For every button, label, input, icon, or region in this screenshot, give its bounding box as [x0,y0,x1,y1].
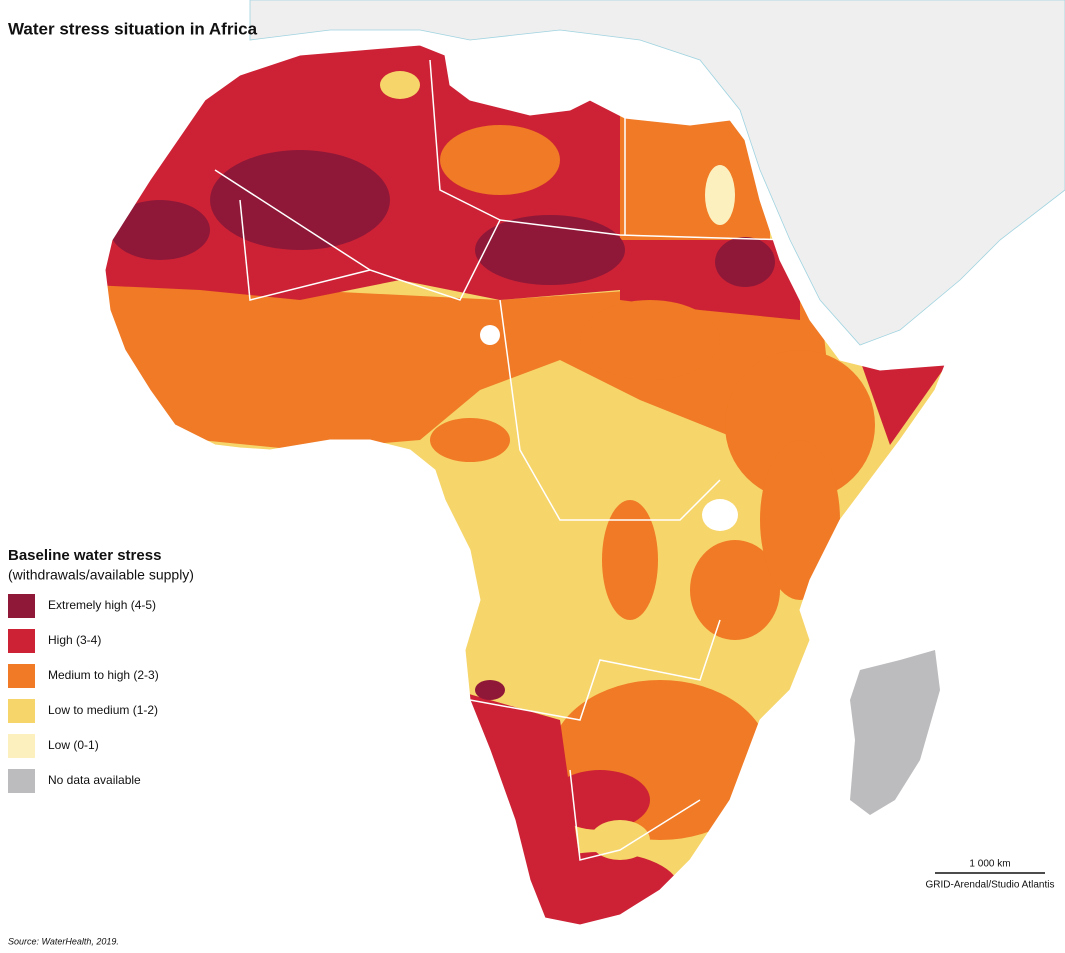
region [380,71,420,99]
legend-title: Baseline water stress [8,547,161,564]
legend-label: Extremely high (4-5) [48,598,156,612]
region [860,360,945,445]
legend: Extremely high (4-5) High (3-4) Medium to … [8,594,159,793]
region [210,150,390,250]
region [550,770,650,830]
region [760,440,840,600]
lake [480,325,500,345]
legend-label: Low to medium (1-2) [48,703,158,717]
credit: GRID-Arendal/Studio Atlantis [926,880,1055,891]
legend-subtitle: (withdrawals/available supply) [8,567,194,583]
region [690,540,780,640]
region [475,680,505,700]
region [110,200,210,260]
source: Source: WaterHealth, 2019. [8,936,119,946]
region [475,215,625,285]
madagascar [850,650,940,815]
legend-label: Low (0-1) [48,738,99,752]
lake [702,499,738,531]
legend-swatch [8,664,35,688]
region [440,125,560,195]
region [715,237,775,287]
region [580,300,720,380]
legend-label: Medium to high (2-3) [48,668,159,682]
map-title: Water stress situation in Africa [8,19,258,38]
legend-swatch [8,699,35,723]
region [705,165,735,225]
legend-swatch [8,594,35,618]
scale-label: 1 000 km [969,859,1010,870]
region [430,418,510,462]
legend-swatch [8,769,35,793]
legend-label: No data available [48,773,141,787]
region [725,350,875,500]
country-borders [214,59,791,861]
legend-label: High (3-4) [48,633,101,647]
region [602,500,658,620]
surrounding-land [249,0,1065,346]
region [590,820,650,860]
legend-swatch [8,734,35,758]
legend-swatch [8,629,35,653]
